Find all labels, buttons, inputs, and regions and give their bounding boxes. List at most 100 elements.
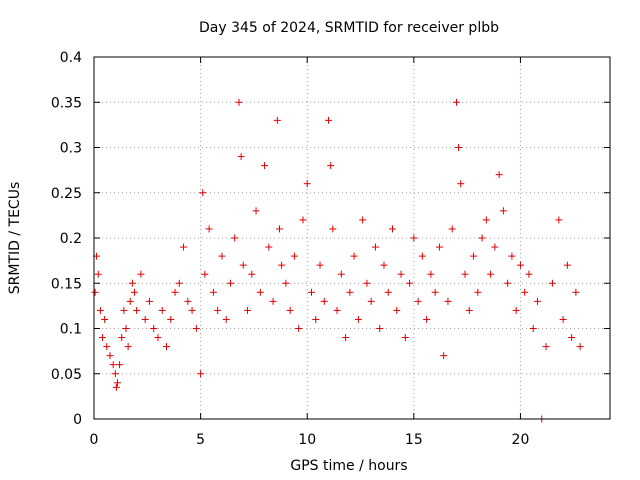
data-point: [265, 243, 273, 251]
x-tick-label: 15: [405, 432, 423, 448]
data-point: [192, 325, 200, 332]
y-tick-label: 0.4: [60, 50, 82, 66]
data-point: [235, 98, 243, 106]
data-point: [401, 334, 409, 342]
x-axis-label: GPS time / hours: [290, 458, 407, 474]
data-point: [431, 288, 439, 296]
data-point: [487, 270, 495, 278]
data-point: [299, 216, 307, 224]
data-point: [470, 252, 478, 260]
data-point: [371, 243, 379, 251]
data-point: [94, 270, 102, 278]
data-point: [325, 116, 333, 124]
data-point: [209, 288, 217, 296]
y-tick-label: 0.3: [60, 141, 82, 157]
y-tick-label: 0.2: [60, 231, 82, 247]
data-point: [175, 279, 183, 287]
data-point: [320, 297, 328, 305]
data-point: [474, 288, 482, 296]
data-point: [261, 162, 269, 170]
data-point: [273, 116, 281, 124]
data-point: [101, 315, 109, 323]
data-point: [516, 261, 524, 269]
data-point: [99, 334, 107, 342]
data-point: [167, 315, 175, 323]
data-point: [91, 288, 99, 296]
data-point: [133, 306, 141, 314]
data-point: [397, 270, 405, 278]
y-tick-label: 0.1: [60, 322, 82, 338]
data-point: [184, 297, 192, 305]
data-point: [290, 252, 298, 260]
data-point: [482, 216, 490, 224]
x-tick-label: 5: [196, 432, 205, 448]
data-point: [572, 288, 580, 296]
data-point: [197, 370, 205, 378]
data-point: [295, 325, 303, 332]
data-point: [452, 98, 460, 106]
data-point: [269, 297, 277, 305]
chart-title: Day 345 of 2024, SRMTID for receiver plb…: [199, 20, 499, 36]
data-point: [461, 270, 469, 278]
data-point: [131, 288, 139, 296]
data-point: [218, 252, 226, 260]
data-point: [276, 225, 284, 233]
data-point: [128, 279, 136, 287]
data-point: [363, 279, 371, 287]
data-point: [568, 334, 576, 342]
data-point: [435, 243, 443, 251]
y-tick-label: 0.35: [51, 95, 82, 111]
data-point: [448, 225, 456, 233]
data-point: [303, 180, 311, 188]
data-point: [188, 306, 196, 314]
data-point: [124, 343, 132, 351]
data-point: [465, 306, 473, 314]
data-point: [495, 171, 503, 179]
y-tick-label: 0.05: [51, 367, 82, 383]
data-point: [231, 234, 239, 242]
data-point: [171, 288, 179, 296]
data-point: [542, 343, 550, 351]
data-point: [354, 315, 362, 323]
data-points: [91, 98, 584, 423]
y-tick-label: 0.15: [51, 276, 82, 292]
data-point: [201, 270, 209, 278]
data-point: [576, 343, 584, 351]
data-point: [384, 288, 392, 296]
data-point: [244, 306, 252, 314]
plot-frame: [93, 56, 611, 420]
data-point: [237, 153, 245, 161]
data-point: [122, 325, 130, 332]
data-point: [457, 180, 465, 188]
data-point: [350, 252, 358, 260]
data-point: [359, 216, 367, 224]
data-point: [521, 288, 529, 296]
data-point: [342, 334, 350, 342]
data-point: [312, 315, 320, 323]
grid: [94, 57, 610, 419]
x-tick-label: 0: [90, 432, 99, 448]
data-point: [226, 279, 234, 287]
data-point: [278, 261, 286, 269]
data-point: [109, 361, 117, 369]
data-point: [106, 352, 114, 360]
data-point: [529, 325, 537, 332]
data-point: [307, 288, 315, 296]
data-point: [410, 234, 418, 242]
data-point: [367, 297, 375, 305]
data-point: [376, 325, 384, 332]
data-point: [333, 306, 341, 314]
data-point: [239, 261, 247, 269]
data-point: [141, 315, 149, 323]
data-point: [555, 216, 563, 224]
data-point: [222, 315, 230, 323]
data-point: [96, 306, 104, 314]
data-point: [414, 297, 422, 305]
data-point: [380, 261, 388, 269]
data-point: [525, 270, 533, 278]
data-point: [393, 306, 401, 314]
data-point: [406, 279, 414, 287]
data-point: [337, 270, 345, 278]
data-point: [112, 383, 120, 391]
